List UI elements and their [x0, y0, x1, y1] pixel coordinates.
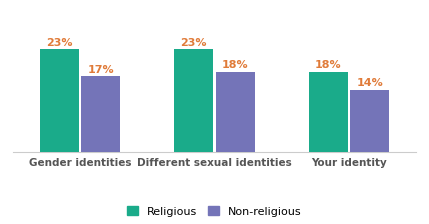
Text: 18%: 18% — [222, 60, 248, 70]
Bar — [82, 76, 121, 152]
Text: 17%: 17% — [88, 65, 114, 75]
Text: 14%: 14% — [356, 78, 383, 88]
Bar — [174, 49, 213, 152]
Text: 23%: 23% — [46, 38, 73, 48]
Bar — [308, 72, 347, 152]
Legend: Religious, Non-religious: Religious, Non-religious — [127, 206, 302, 217]
Text: 18%: 18% — [315, 60, 341, 70]
Bar — [40, 49, 79, 152]
Bar — [216, 72, 255, 152]
Bar — [350, 90, 389, 152]
Text: 23%: 23% — [181, 38, 207, 48]
